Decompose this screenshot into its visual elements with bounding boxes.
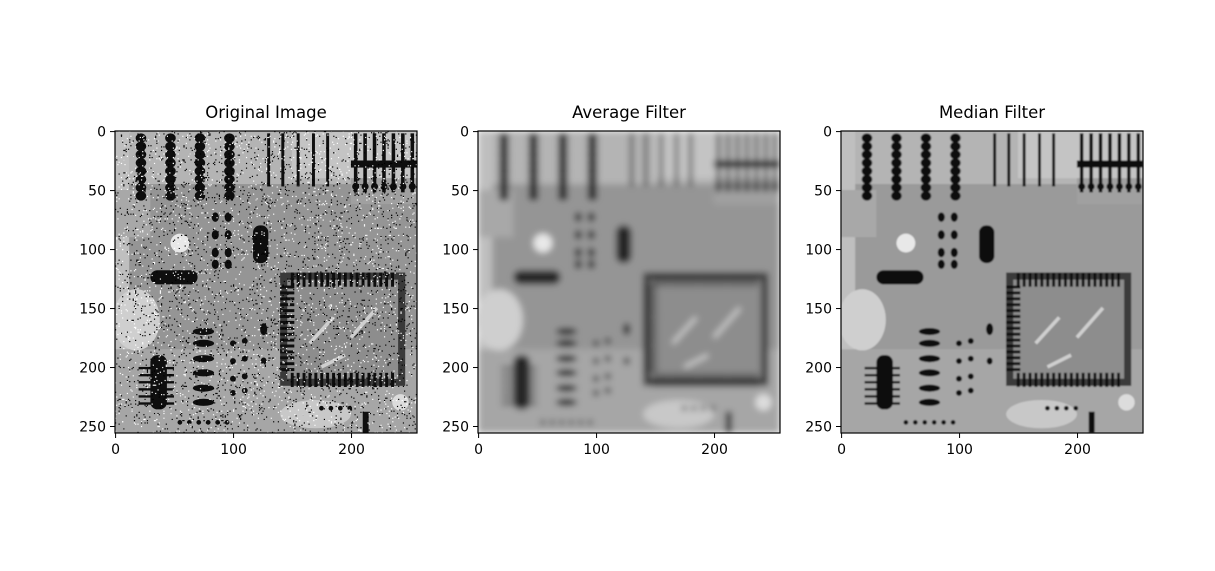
x-tick-label: 0 (474, 442, 483, 458)
y-tick-label: 50 (814, 184, 832, 200)
x-tick-label: 200 (701, 442, 728, 458)
y-tick-label: 50 (451, 184, 469, 200)
y-tick-label: 200 (442, 361, 469, 377)
axes-frame (477, 130, 781, 434)
y-tick-label: 100 (442, 243, 469, 259)
y-tick-label: 0 (460, 125, 469, 141)
y-tick-label: 100 (805, 243, 832, 259)
x-tick-label: 100 (583, 442, 610, 458)
y-tick-label: 250 (805, 420, 832, 436)
y-tick-label: 100 (79, 243, 106, 259)
y-tick-label: 250 (442, 420, 469, 436)
y-tick-label: 200 (805, 361, 832, 377)
subplot-title: Average Filter (572, 103, 686, 122)
y-tick-label: 50 (88, 184, 106, 200)
y-tick-label: 250 (79, 420, 106, 436)
axes-frame (840, 130, 1144, 434)
x-tick-label: 200 (338, 442, 365, 458)
y-tick-label: 0 (823, 125, 832, 141)
subplot-1: Original Image 0 100 200 0 50 100 150 200 250 (79, 103, 418, 458)
subplot-3: Median Filter 0 100 200 0 50 100 150 200 250 (805, 103, 1144, 458)
y-tick-label: 150 (805, 302, 832, 318)
y-tick-label: 150 (79, 302, 106, 318)
subplot-title: Original Image (205, 103, 327, 122)
x-tick-label: 100 (946, 442, 973, 458)
subplot-2: Average Filter 0 100 200 0 50 100 150 200 250 (442, 103, 781, 458)
y-tick-label: 0 (97, 125, 106, 141)
x-tick-label: 200 (1064, 442, 1091, 458)
x-tick-label: 0 (837, 442, 846, 458)
axes-frame (114, 130, 418, 434)
subplot-title: Median Filter (939, 103, 1045, 122)
image-blurred (478, 131, 780, 433)
image-noisy (115, 131, 417, 433)
x-tick-label: 100 (220, 442, 247, 458)
image-median (841, 131, 1143, 433)
y-tick-label: 200 (79, 361, 106, 377)
salt-pepper-noise (115, 131, 417, 433)
y-tick-label: 150 (442, 302, 469, 318)
x-tick-label: 0 (111, 442, 120, 458)
